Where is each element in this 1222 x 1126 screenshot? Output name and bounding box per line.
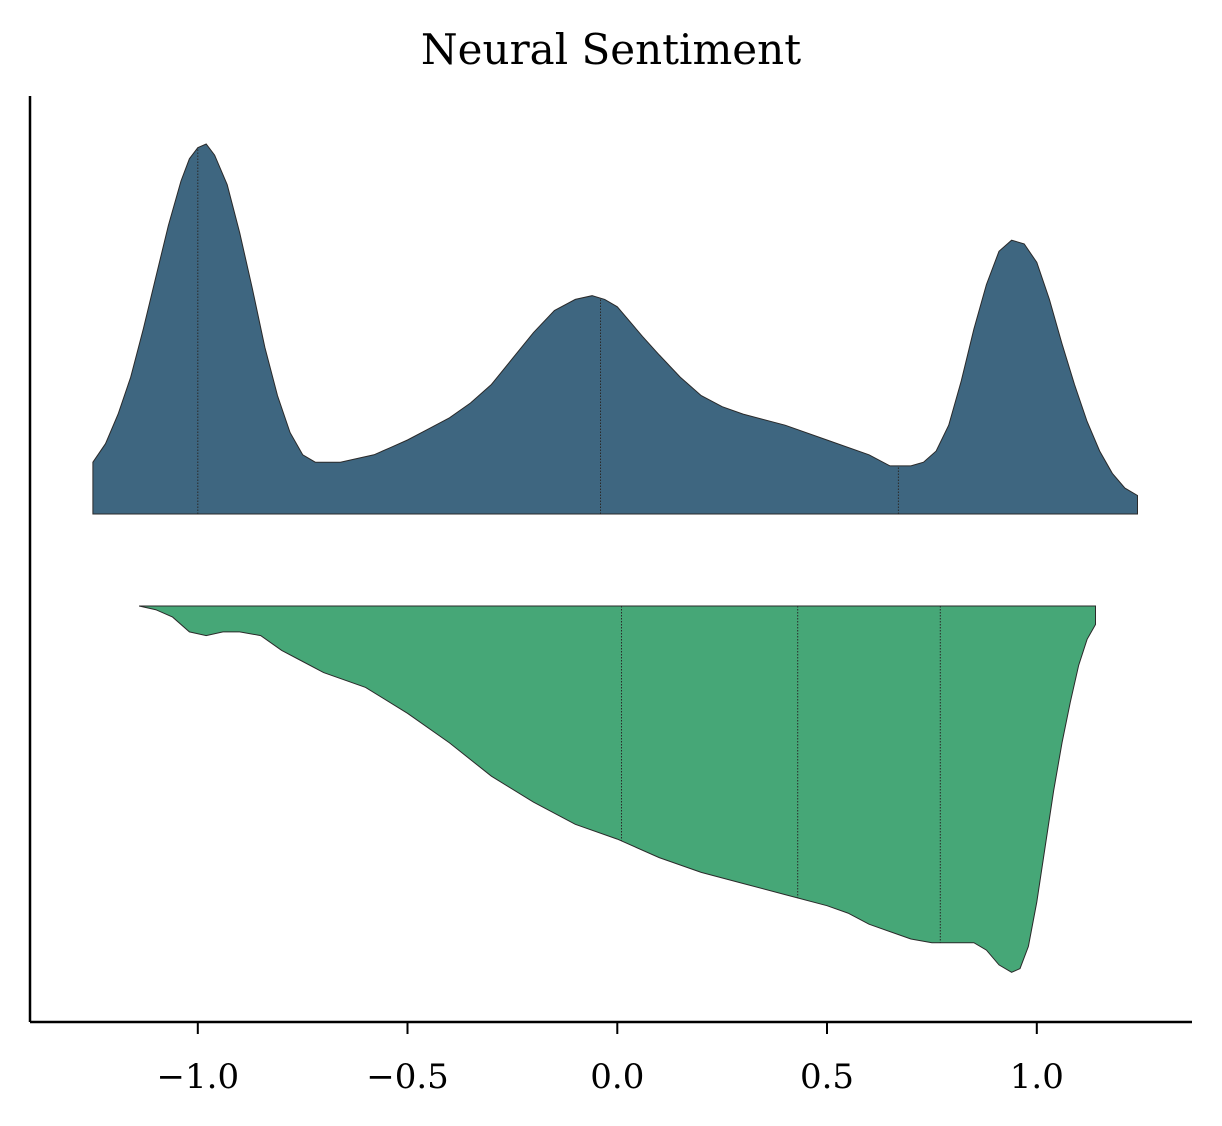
x-tick-label: 0.5 [800,1057,854,1097]
x-tick-label: 1.0 [1010,1057,1064,1097]
x-ticks: −1.0 −0.5 0.0 0.5 1.0 [157,1022,1064,1097]
violin-upper [92,143,1138,515]
violin-group [92,143,1138,973]
x-tick-label: −1.0 [157,1057,240,1097]
violin-lower [138,605,1096,973]
chart-title: Neural Sentiment [421,25,801,74]
x-tick-label: 0.0 [590,1057,644,1097]
x-tick-label: −0.5 [366,1057,449,1097]
